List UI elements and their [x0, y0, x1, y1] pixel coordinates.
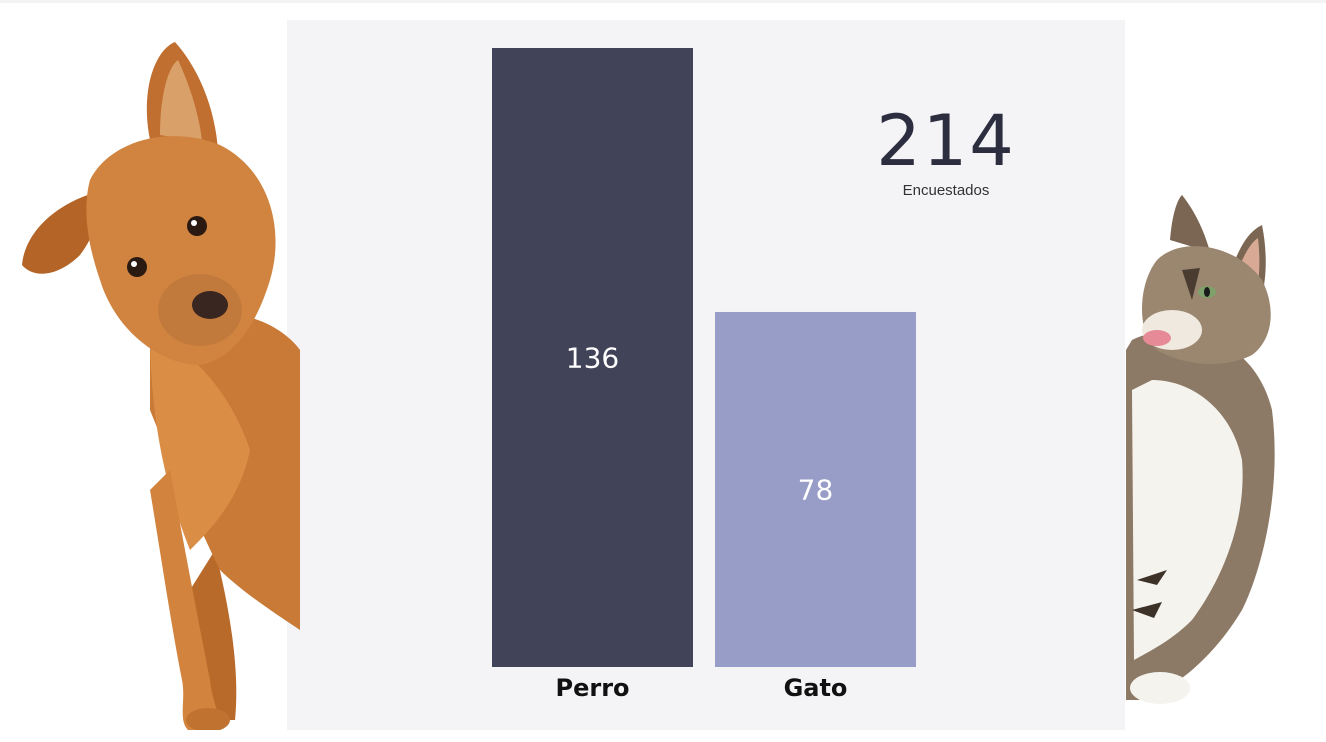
chart-panel: [287, 20, 1125, 730]
value-labels-group: 136 78: [566, 342, 834, 507]
bars-group: [492, 48, 916, 667]
respondents-count: 214: [876, 100, 1016, 182]
category-label-gato: Gato: [784, 674, 848, 702]
category-label-perro: Perro: [555, 674, 629, 702]
bar-perro: [492, 48, 693, 667]
bar-gato: [715, 311, 916, 667]
respondents-label: Encuestados: [902, 182, 990, 199]
value-label-gato: 78: [798, 473, 834, 506]
dog-illustration: [22, 42, 300, 730]
category-labels-group: Perro Gato: [555, 674, 847, 702]
value-label-perro: 136: [566, 342, 619, 375]
top-strip: [0, 0, 1326, 3]
cat-illustration: [1126, 195, 1275, 704]
